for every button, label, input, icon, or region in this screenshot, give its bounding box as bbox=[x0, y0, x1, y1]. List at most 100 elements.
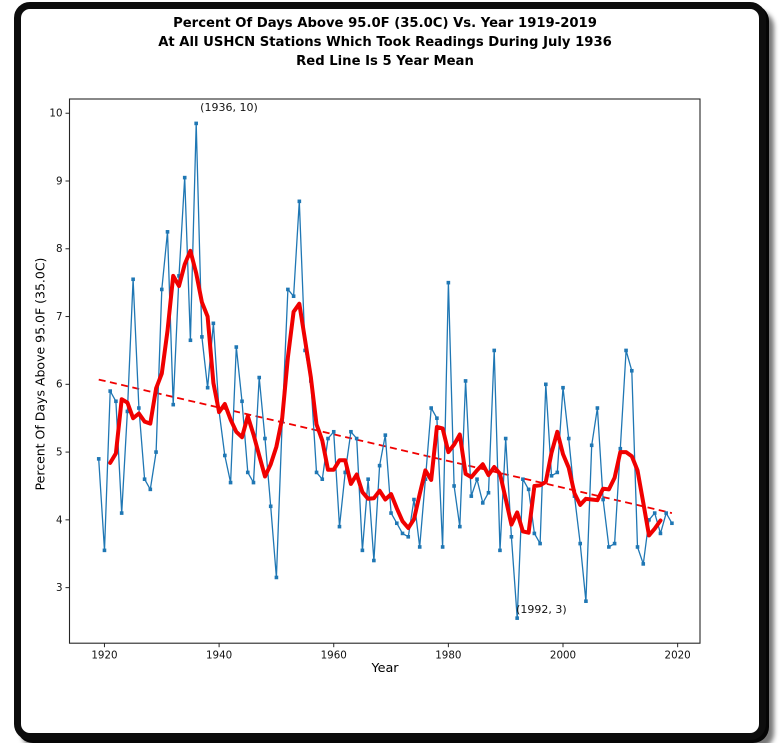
data-point-marker bbox=[394, 521, 399, 526]
y-tick-label: 8 bbox=[56, 243, 63, 255]
data-point-marker bbox=[601, 497, 605, 502]
x-tick-label: 1980 bbox=[435, 650, 461, 662]
data-point-marker bbox=[526, 487, 531, 492]
data-point-marker bbox=[555, 470, 560, 475]
data-point-marker bbox=[119, 511, 124, 515]
data-point-marker bbox=[595, 406, 600, 410]
data-point-marker bbox=[515, 616, 519, 620]
chart-title: Percent Of Days Above 95.0F (35.0C) Vs. … bbox=[70, 14, 700, 71]
data-point-marker bbox=[440, 545, 445, 549]
data-point-marker bbox=[389, 511, 393, 515]
y-axis-label: Percent Of Days Above 95.0F (35.0C) bbox=[32, 257, 48, 491]
annotation-1936-peak: (1936, 10) bbox=[200, 100, 258, 114]
data-point-marker bbox=[423, 477, 428, 481]
data-point-marker bbox=[435, 416, 439, 421]
data-point-marker bbox=[337, 524, 342, 529]
data-point-marker bbox=[268, 504, 273, 509]
trend-line bbox=[98, 378, 673, 514]
data-point-marker bbox=[331, 429, 336, 434]
data-point-marker bbox=[182, 175, 187, 180]
axes-spines bbox=[68, 98, 701, 644]
data-point-marker bbox=[624, 348, 628, 353]
data-point-marker bbox=[629, 368, 634, 373]
data-point-marker bbox=[532, 531, 537, 536]
data-point-marker bbox=[664, 511, 668, 515]
five-year-mean-line bbox=[108, 248, 663, 538]
data-point-marker bbox=[475, 477, 479, 481]
data-point-marker bbox=[240, 399, 244, 404]
data-point-marker bbox=[412, 497, 416, 502]
x-tick-label: 1960 bbox=[321, 650, 347, 662]
y-tick-label: 3 bbox=[56, 582, 63, 594]
data-point-marker bbox=[205, 385, 210, 390]
data-point-marker bbox=[223, 453, 227, 458]
data-point-marker bbox=[544, 382, 548, 387]
data-point-marker bbox=[561, 385, 565, 390]
data-point-marker bbox=[469, 494, 474, 498]
data-point-marker bbox=[274, 575, 279, 580]
data-point-marker bbox=[503, 436, 508, 441]
data-point-marker bbox=[417, 545, 422, 549]
data-point-marker bbox=[194, 121, 198, 126]
y-tick-label: 10 bbox=[49, 108, 62, 120]
data-point-marker bbox=[429, 406, 433, 410]
data-point-marker bbox=[125, 409, 130, 414]
data-point-marker bbox=[102, 548, 107, 553]
data-point-marker bbox=[492, 348, 497, 353]
data-point-marker bbox=[372, 558, 376, 563]
data-point-marker bbox=[377, 463, 382, 468]
data-point-marker bbox=[142, 477, 147, 481]
data-point-marker bbox=[480, 501, 485, 505]
data-point-marker bbox=[131, 277, 135, 282]
data-point-marker bbox=[498, 548, 502, 553]
data-point-marker bbox=[360, 548, 365, 553]
data-point-marker bbox=[188, 338, 193, 343]
data-point-marker bbox=[343, 470, 348, 475]
data-point-marker bbox=[452, 484, 456, 488]
annual-series-line bbox=[98, 122, 673, 619]
y-tick-label: 9 bbox=[56, 175, 63, 187]
data-point-marker bbox=[383, 433, 388, 437]
data-point-marker bbox=[446, 280, 451, 285]
data-point-marker bbox=[297, 199, 302, 204]
data-point-marker bbox=[245, 470, 250, 475]
data-point-marker bbox=[652, 511, 657, 515]
data-point-marker bbox=[670, 521, 674, 526]
data-point-marker bbox=[566, 436, 571, 441]
data-point-marker bbox=[251, 480, 256, 485]
data-point-marker bbox=[584, 599, 588, 603]
data-point-marker bbox=[458, 524, 462, 529]
data-point-marker bbox=[354, 436, 359, 441]
x-axis-ticks: 1920 1940 1960 1980 2000 2020 bbox=[91, 643, 691, 662]
data-point-marker bbox=[406, 534, 411, 539]
x-axis-label: Year bbox=[371, 661, 399, 676]
data-point-marker bbox=[165, 230, 170, 234]
data-point-marker bbox=[263, 436, 267, 441]
data-point-marker bbox=[286, 287, 290, 292]
data-point-marker bbox=[641, 562, 646, 566]
data-point-marker bbox=[635, 545, 640, 549]
data-point-marker bbox=[400, 531, 405, 536]
data-point-marker bbox=[154, 450, 158, 454]
data-point-marker bbox=[314, 470, 319, 475]
data-point-marker bbox=[366, 477, 370, 481]
data-point-marker bbox=[228, 480, 233, 485]
data-point-marker bbox=[658, 531, 663, 536]
data-point-marker bbox=[234, 345, 239, 349]
data-point-marker bbox=[137, 406, 141, 410]
data-point-marker bbox=[612, 541, 617, 546]
data-point-marker bbox=[291, 294, 296, 299]
data-point-marker bbox=[320, 477, 325, 481]
data-point-marker bbox=[349, 429, 353, 434]
x-tick-label: 1920 bbox=[91, 650, 117, 662]
data-point-marker bbox=[200, 335, 204, 339]
y-axis-ticks: 3 4 5 6 7 8 9 10 bbox=[49, 108, 70, 594]
y-tick-label: 4 bbox=[56, 514, 63, 526]
data-point-marker bbox=[177, 274, 181, 278]
data-point-marker bbox=[549, 474, 554, 478]
data-point-marker bbox=[486, 490, 491, 495]
data-point-marker bbox=[148, 487, 153, 492]
chart-title-line-2: At All USHCN Stations Which Took Reading… bbox=[158, 35, 612, 50]
